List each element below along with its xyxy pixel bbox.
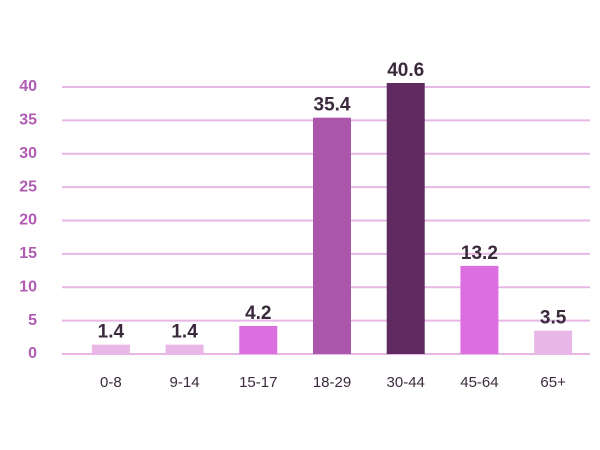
bar xyxy=(239,325,278,354)
y-tick-label: 5 xyxy=(28,312,37,329)
value-label: 1.4 xyxy=(171,322,198,343)
y-tick-label: 30 xyxy=(19,145,37,162)
x-tick-label: 15-17 xyxy=(239,374,277,391)
bar xyxy=(313,117,351,354)
bar xyxy=(534,330,573,354)
bar xyxy=(165,344,204,354)
value-label: 40.6 xyxy=(387,60,424,81)
x-tick-label: 9-14 xyxy=(170,374,200,391)
value-label: 13.2 xyxy=(461,243,498,264)
x-tick-label: 18-29 xyxy=(313,374,351,391)
x-tick-label: 0-8 xyxy=(100,374,122,391)
y-tick-label: 35 xyxy=(19,112,37,129)
value-label: 3.5 xyxy=(540,308,567,329)
y-tick-label: 25 xyxy=(19,178,37,195)
y-tick-label: 10 xyxy=(19,278,37,295)
y-tick-label: 15 xyxy=(19,245,37,262)
y-tick-label: 20 xyxy=(19,212,37,229)
value-label: 35.4 xyxy=(314,95,351,116)
bar xyxy=(460,265,499,354)
x-tick-label: 65+ xyxy=(540,374,566,391)
y-tick-label: 40 xyxy=(19,78,37,95)
x-tick-label: 45-64 xyxy=(460,374,498,391)
bar xyxy=(386,82,425,355)
y-tick-label: 0 xyxy=(28,345,37,362)
value-label: 4.2 xyxy=(245,303,271,324)
bar xyxy=(91,344,130,354)
x-tick-label: 30-44 xyxy=(387,374,425,391)
value-label: 1.4 xyxy=(98,322,125,343)
